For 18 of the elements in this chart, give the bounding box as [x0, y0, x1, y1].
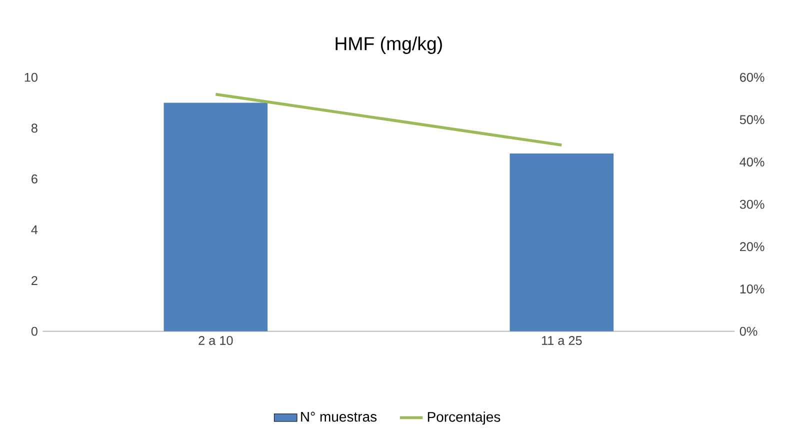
legend-label: Porcentajes	[428, 412, 500, 425]
y-tick-label: 2	[32, 276, 38, 285]
y2-tick-label: 50%	[740, 115, 764, 124]
chart-title: HMF (mg/kg)	[336, 36, 442, 54]
y2-tick-label: 60%	[740, 72, 764, 82]
y-tick-label: 4	[31, 225, 38, 234]
y-tick-label: 6	[32, 174, 38, 184]
x-tick-label: 2 a 10	[198, 336, 233, 345]
legend-label: N° muestras	[301, 412, 377, 422]
y2-tick-label: 10%	[740, 284, 764, 294]
y2-tick-label: 40%	[740, 158, 764, 166]
y2-tick-label: 0%	[740, 326, 758, 336]
y-tick-label: 8	[31, 124, 38, 133]
y2-tick-label: 20%	[740, 242, 764, 252]
y-tick-label: 0	[31, 326, 38, 336]
y-tick-label: 10	[24, 72, 38, 82]
x-tick-label: 11 a 25	[542, 336, 582, 345]
y2-tick-label: 30%	[740, 200, 764, 209]
